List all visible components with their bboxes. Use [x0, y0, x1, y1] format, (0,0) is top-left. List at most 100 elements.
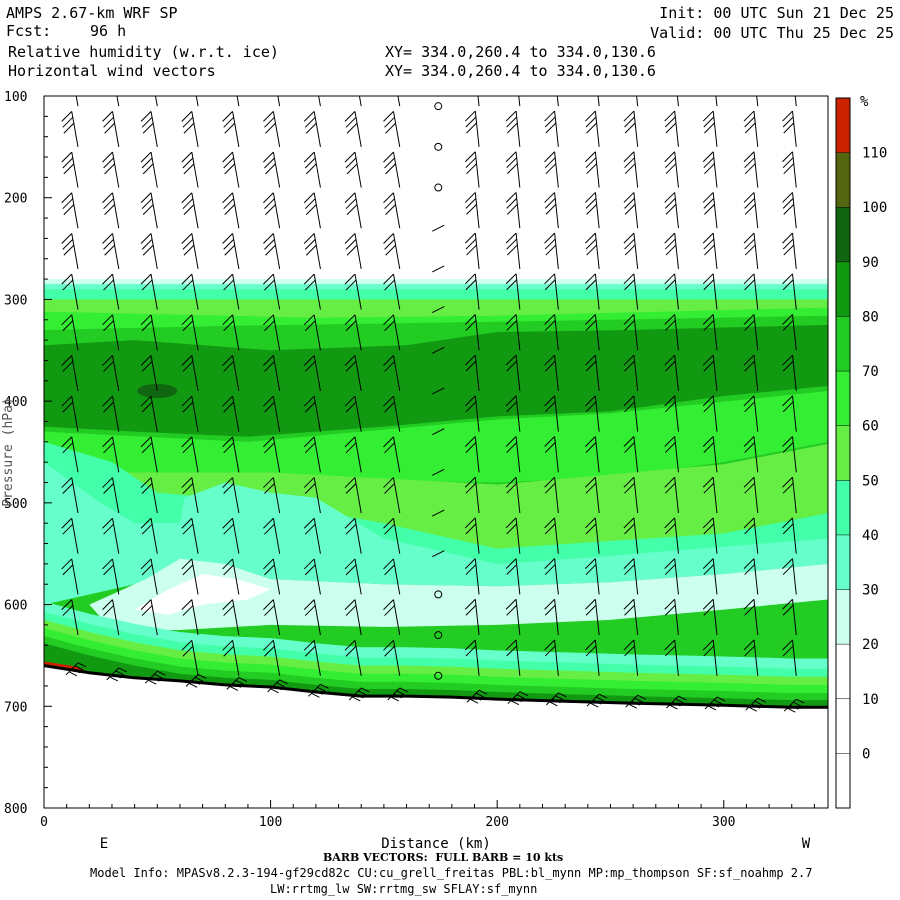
wind-barb	[782, 598, 797, 636]
colorbar-label: 30	[862, 583, 879, 599]
colorbar-label: 70	[862, 364, 879, 380]
wind-barb	[344, 233, 362, 270]
wind-barb	[383, 558, 401, 595]
wind-barb	[181, 151, 199, 188]
y-tick-label: 300	[4, 293, 27, 308]
wind-barb	[181, 599, 199, 636]
wind-barb	[181, 111, 199, 147]
surface-barb	[466, 689, 488, 704]
plot-area	[44, 96, 828, 808]
wind-barb	[181, 436, 199, 473]
wind-barb	[464, 192, 480, 229]
surface-barb	[546, 692, 567, 707]
surface-barb	[308, 683, 329, 698]
wind-barb	[743, 598, 759, 636]
wind-barb	[544, 639, 559, 676]
wind-barb	[181, 558, 199, 595]
wind-barb	[181, 314, 199, 351]
wind-barb	[263, 395, 281, 432]
wind-barb	[318, 96, 321, 107]
wind-barb	[782, 314, 797, 351]
wind-barb	[222, 639, 240, 676]
wind-barb	[61, 233, 79, 270]
wind-barb	[102, 151, 120, 188]
wind-barb	[505, 314, 521, 351]
wind-barb	[544, 110, 559, 147]
wind-barb	[743, 517, 759, 554]
wind-barb	[116, 96, 120, 107]
wind-barb	[623, 395, 639, 432]
surface-barb	[144, 670, 166, 685]
xy-line-2: XY= 334.0,260.4 to 334.0,130.6	[385, 62, 656, 80]
barb-note: BARB VECTORS: FULL BARB = 10 kts	[323, 851, 564, 864]
wind-barb	[702, 192, 718, 229]
colorbar-label: 110	[862, 146, 887, 162]
wind-barb	[505, 354, 521, 392]
wind-barb	[222, 477, 240, 514]
colorbar-bin	[836, 152, 850, 208]
light-wind-barb	[432, 509, 445, 517]
surface-barb	[387, 687, 408, 702]
light-wind-barb	[432, 428, 445, 436]
wind-barb	[303, 111, 321, 147]
colorbar-label: 100	[862, 200, 887, 216]
wind-barb	[743, 395, 759, 432]
colorbar-frame	[835, 97, 851, 809]
wind-barb	[623, 273, 639, 310]
wind-barb	[464, 436, 480, 473]
forecast-label: Fcst:	[6, 22, 52, 40]
wind-barb	[303, 151, 321, 188]
wind-barb	[464, 314, 480, 351]
x-tick-label: 300	[712, 815, 735, 830]
wind-barb	[623, 436, 639, 473]
wind-barb	[782, 558, 797, 595]
wind-barb	[702, 476, 718, 514]
surface-barb	[745, 697, 766, 712]
wind-barb	[585, 436, 600, 473]
x-tick-label: 200	[485, 815, 508, 830]
wind-barb	[585, 354, 600, 392]
wind-barb	[222, 314, 240, 351]
rh-band-40-50-lower	[44, 462, 828, 605]
surface-barb	[507, 691, 529, 706]
wind-barb	[464, 232, 480, 269]
plot-frame	[43, 95, 829, 809]
wind-barb	[102, 395, 120, 432]
wind-barb	[303, 599, 321, 636]
wind-barb	[263, 314, 281, 351]
wind-barb	[782, 110, 797, 147]
light-wind-barb	[432, 550, 445, 558]
wind-barb	[477, 96, 480, 107]
wind-barb	[623, 151, 639, 188]
wind-barb	[344, 395, 362, 432]
wind-barb	[263, 273, 281, 310]
wind-barb	[623, 558, 639, 595]
wind-barb	[743, 476, 759, 514]
wind-barb	[544, 314, 559, 351]
wind-barb	[636, 96, 639, 107]
wind-barb	[743, 639, 759, 676]
colorbar-bin	[836, 316, 850, 372]
wind-barb	[782, 354, 797, 392]
wind-barb	[181, 517, 199, 554]
surface-barb	[106, 667, 127, 682]
calm-barb	[434, 671, 443, 680]
wind-barb	[263, 151, 281, 188]
light-wind-barb	[432, 306, 445, 314]
wind-barb	[383, 192, 401, 229]
wind-barb	[544, 151, 559, 188]
y-tick-label: 600	[4, 599, 27, 614]
wind-barb	[181, 192, 199, 229]
wind-barb	[782, 476, 797, 514]
wind-barb	[383, 355, 401, 392]
wind-barb	[664, 314, 679, 351]
wind-barb	[702, 395, 718, 432]
wind-barb	[743, 151, 759, 188]
wind-barb	[303, 477, 321, 514]
wind-barb	[140, 192, 158, 229]
wind-barb	[544, 436, 559, 473]
wind-barb	[664, 273, 679, 310]
wind-barb	[464, 395, 480, 432]
wind-barb	[140, 477, 158, 514]
